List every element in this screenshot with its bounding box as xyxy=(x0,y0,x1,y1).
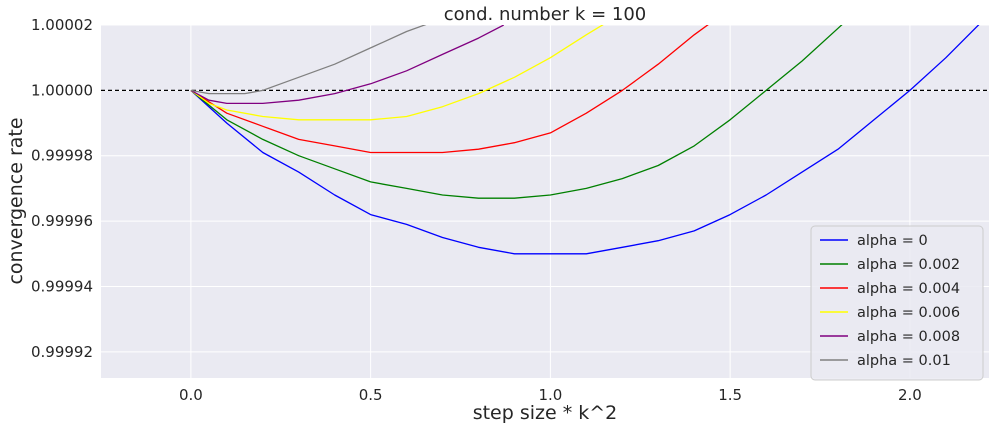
x-tick-label: 2.0 xyxy=(898,386,922,404)
series-line-alpha-0-01 xyxy=(190,25,427,95)
series-line-alpha-0-006 xyxy=(190,25,604,121)
legend-box xyxy=(810,225,984,381)
series-group xyxy=(190,25,980,255)
x-tick-label: 1.0 xyxy=(538,386,562,404)
legend-entry-label: alpha = 0.004 xyxy=(857,281,960,297)
series-line-alpha-0-008 xyxy=(190,25,504,105)
chart-title: cond. number k = 100 xyxy=(444,4,646,25)
legend-entry-label: alpha = 0 xyxy=(857,233,928,249)
series-line-alpha-0-002 xyxy=(190,25,843,199)
legend-entry-label: alpha = 0.006 xyxy=(857,305,960,321)
legend-entry-label: alpha = 0.008 xyxy=(857,329,960,345)
x-tick-labels: 0.0 0.5 1.0 1.5 2.0 xyxy=(179,386,922,404)
y-tick-label: 1.00000 xyxy=(31,81,93,99)
legend-entry-label: alpha = 0.01 xyxy=(857,353,951,369)
y-axis-label: convergence rate xyxy=(5,117,27,284)
x-tick-label: 0.0 xyxy=(179,386,203,404)
series-line-alpha-0-004 xyxy=(190,25,709,154)
series-line-alpha-0 xyxy=(190,25,980,255)
y-tick-label: 0.99992 xyxy=(31,343,93,361)
y-tick-label: 1.00002 xyxy=(31,16,93,34)
y-tick-label: 0.99994 xyxy=(31,277,93,295)
legend-entry-label: alpha = 0.002 xyxy=(857,257,960,273)
x-tick-label: 0.5 xyxy=(359,386,383,404)
y-tick-labels: 0.99992 0.99994 0.99996 0.99998 1.00000 1.000… xyxy=(31,16,93,361)
y-tick-label: 0.99996 xyxy=(31,212,93,230)
x-axis-label: step size * k^2 xyxy=(473,402,618,424)
y-tick-label: 0.99998 xyxy=(31,147,93,165)
x-tick-label: 1.5 xyxy=(718,386,742,404)
legend: alpha = 0 alpha = 0.002 alpha = 0.004 alpha… xyxy=(810,225,984,381)
